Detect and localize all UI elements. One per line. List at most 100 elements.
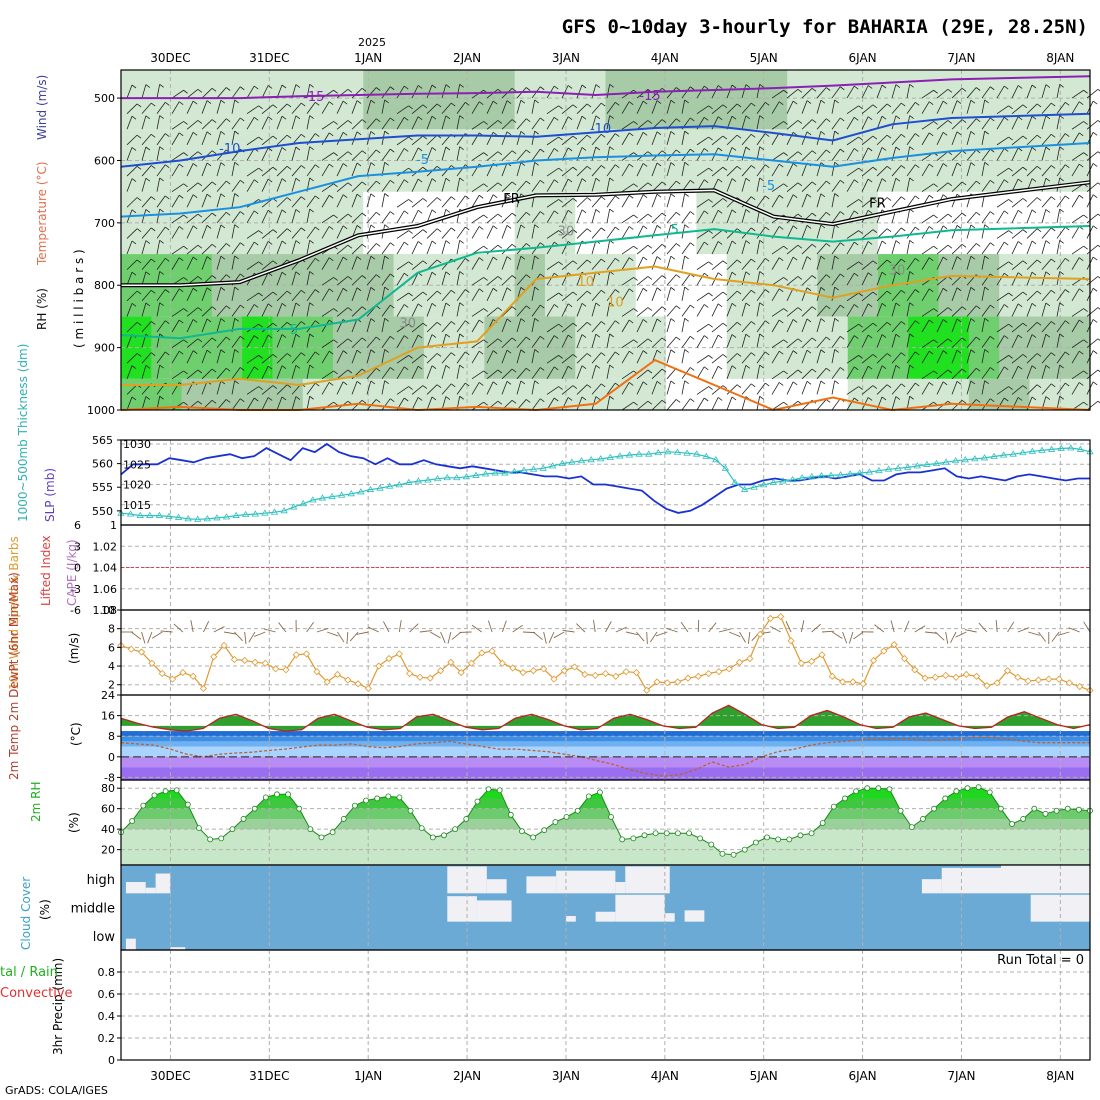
wind-barb-flag [642, 163, 648, 167]
wind-barb-flag [1059, 115, 1064, 119]
wind-barb [996, 148, 1005, 161]
thickness-point [549, 462, 557, 469]
wind-barb-flag [253, 241, 259, 246]
rh-cell [666, 70, 697, 130]
wind-barb-flag [370, 99, 376, 104]
wind-barb-flag [670, 349, 676, 354]
wind-barb-flag [281, 396, 287, 401]
wind-barb-flag [633, 308, 638, 312]
wind-barb [231, 162, 236, 177]
wind-barb-flag [403, 179, 409, 183]
wind-barb [456, 302, 461, 317]
wind-barb [681, 380, 686, 395]
wind-barb [726, 178, 733, 192]
wind-barb [366, 380, 372, 395]
wind-barb-flag [534, 286, 539, 291]
wind-barb [606, 320, 616, 333]
thickness-point [232, 511, 240, 518]
wind-barb-flag [403, 397, 409, 402]
wind-barb [321, 121, 334, 130]
rh2m-point [1020, 816, 1027, 822]
wind-barb-flag [586, 290, 592, 295]
wind-barb [381, 380, 386, 395]
wind10m-point [375, 662, 383, 670]
wind-barb-flag [853, 304, 859, 308]
wind-barb-flag [225, 305, 231, 310]
wind-barb-flag [1031, 271, 1037, 276]
wind-barb [351, 150, 363, 161]
wind-barb [801, 318, 808, 333]
wind-barb [246, 386, 259, 395]
wind-barb [546, 386, 559, 395]
wind-barb-flag [675, 180, 681, 185]
wind-barb-flag [1008, 386, 1013, 390]
wind-barb [696, 85, 705, 99]
wind-barb [291, 102, 302, 114]
wind-barb-flag [436, 103, 442, 108]
day-label: 30DEC [150, 51, 190, 65]
wind-barb [1071, 288, 1080, 302]
wind-barb-flag [131, 271, 137, 276]
wind10m-barb [244, 631, 247, 644]
wind-barb-flag [225, 118, 231, 123]
thickness-point [309, 496, 317, 503]
wind-barb [561, 385, 574, 395]
wind-barb-flag [797, 244, 803, 249]
wind-barb [711, 229, 724, 239]
wind-barb [171, 288, 180, 302]
wind-barb [246, 241, 255, 255]
wind-barb [396, 230, 409, 239]
wind-barb-flag [234, 349, 239, 353]
wind-barb-flag [745, 302, 751, 307]
wind-barb-flag [281, 178, 287, 182]
wind-barb [996, 323, 1009, 333]
wind-barb-flag [947, 244, 953, 249]
wind-barb-flag [1059, 395, 1064, 400]
wind-barb [441, 146, 447, 161]
wind-barb-flag [192, 225, 198, 230]
wind-barb-flag [295, 209, 301, 213]
wind-barb [816, 180, 827, 192]
wind-barb-flag [159, 395, 164, 400]
wind-barb [246, 230, 259, 239]
wind-barb-flag [572, 291, 578, 296]
wind-barb-flag [750, 133, 756, 138]
wind-barb-flag [595, 365, 601, 369]
wind-barb-flag [778, 350, 784, 355]
wind-barb [486, 369, 499, 380]
wind10m-point [550, 675, 558, 683]
contour--10 [120, 112, 1091, 168]
wind-barb [651, 306, 663, 317]
wind-barb [261, 385, 274, 395]
wind-barb [786, 88, 799, 99]
wind-barb-flag [722, 354, 728, 358]
wind-barb-flag [970, 380, 976, 385]
wind-barb [981, 349, 986, 364]
wind-barb-flag [567, 334, 573, 339]
wind-barb-flag [159, 302, 164, 306]
wind-barb [621, 245, 634, 255]
thickness-point [1057, 444, 1065, 451]
wind-barb [156, 320, 166, 333]
wind-barb [876, 84, 883, 99]
wind-barb [666, 212, 677, 224]
rh2m-point [719, 850, 726, 857]
wind-barb [381, 318, 386, 333]
wind-barb-flag [183, 183, 188, 188]
wind-barb-flag [234, 255, 239, 260]
wind-barb [756, 320, 766, 333]
wind-barb [426, 147, 433, 161]
wind10m-ylabel: 10m Wind Speed & Barbs [7, 536, 21, 690]
rh2m-point [207, 836, 214, 843]
thickness-point [1019, 448, 1027, 456]
wind-barb [171, 351, 180, 364]
wind-barb-flag [497, 307, 503, 311]
thickness-point [414, 477, 423, 484]
wind-barb [1056, 133, 1066, 146]
wind-barb [531, 398, 541, 411]
wind-barb [756, 226, 766, 239]
wind-barb-flag [675, 211, 681, 216]
rh2m-point [140, 802, 147, 809]
wind-barb-flag [928, 288, 934, 293]
wind-barb-flag [881, 240, 887, 245]
